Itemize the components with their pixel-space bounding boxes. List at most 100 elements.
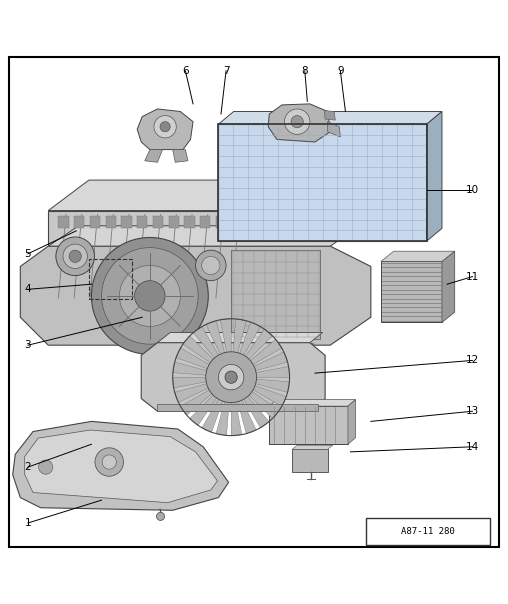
Bar [366, 518, 490, 545]
Text: 2: 2 [24, 462, 31, 472]
Bar [216, 216, 226, 228]
Polygon shape [324, 111, 335, 120]
Circle shape [225, 371, 237, 384]
Circle shape [39, 460, 53, 474]
Text: 7: 7 [223, 66, 230, 76]
Polygon shape [248, 339, 282, 366]
Polygon shape [145, 150, 163, 162]
Bar [74, 216, 84, 228]
Bar [58, 216, 69, 228]
Bar [292, 449, 328, 472]
Bar [263, 342, 274, 349]
Polygon shape [249, 180, 290, 302]
Polygon shape [157, 332, 323, 342]
Polygon shape [442, 251, 455, 323]
Polygon shape [381, 262, 442, 323]
Bar [106, 216, 116, 228]
Circle shape [154, 115, 176, 138]
Circle shape [91, 237, 208, 355]
Polygon shape [253, 379, 290, 393]
Circle shape [156, 512, 165, 521]
Polygon shape [233, 319, 246, 355]
Polygon shape [141, 342, 325, 411]
Circle shape [291, 115, 303, 128]
Circle shape [69, 250, 81, 262]
Bar [231, 249, 320, 339]
Bar [137, 216, 147, 228]
Polygon shape [173, 362, 209, 376]
Text: 1: 1 [24, 518, 31, 528]
Polygon shape [251, 385, 286, 406]
Text: A87-11 280: A87-11 280 [401, 527, 455, 536]
Polygon shape [381, 251, 455, 262]
Text: 4: 4 [24, 284, 31, 294]
Polygon shape [190, 393, 218, 425]
Text: 11: 11 [466, 272, 479, 281]
Bar [121, 216, 132, 228]
Circle shape [102, 455, 116, 469]
Circle shape [206, 352, 257, 403]
Polygon shape [237, 398, 257, 434]
Polygon shape [13, 422, 229, 510]
Polygon shape [183, 336, 215, 364]
Polygon shape [173, 377, 209, 388]
Polygon shape [328, 121, 340, 137]
Bar [269, 406, 348, 444]
Polygon shape [202, 397, 224, 432]
Bar [232, 216, 242, 228]
Polygon shape [48, 226, 361, 246]
Text: 12: 12 [466, 355, 479, 365]
Bar [184, 216, 195, 228]
Polygon shape [292, 445, 333, 449]
Circle shape [135, 281, 165, 311]
Polygon shape [137, 109, 193, 150]
Polygon shape [243, 394, 269, 428]
Polygon shape [157, 403, 318, 411]
Bar [302, 342, 313, 349]
Polygon shape [253, 367, 290, 377]
Bar [282, 342, 294, 349]
Text: 9: 9 [337, 66, 344, 76]
Circle shape [95, 448, 123, 476]
Polygon shape [239, 322, 261, 358]
Circle shape [160, 121, 170, 132]
Text: 13: 13 [466, 406, 479, 416]
Polygon shape [247, 390, 279, 419]
Polygon shape [173, 150, 188, 162]
Polygon shape [48, 180, 290, 211]
Polygon shape [231, 400, 242, 435]
Polygon shape [218, 112, 442, 124]
Circle shape [56, 237, 94, 275]
Polygon shape [216, 399, 229, 435]
Polygon shape [206, 321, 225, 356]
Polygon shape [252, 352, 288, 371]
Polygon shape [176, 348, 211, 370]
Polygon shape [218, 124, 427, 241]
Text: 6: 6 [182, 66, 189, 76]
Bar [200, 216, 210, 228]
Polygon shape [48, 211, 249, 302]
Bar [153, 216, 163, 228]
Polygon shape [269, 399, 356, 406]
Polygon shape [268, 104, 330, 142]
Text: 10: 10 [466, 185, 479, 195]
Circle shape [102, 248, 198, 344]
Text: 5: 5 [24, 249, 31, 259]
Bar [169, 216, 179, 228]
Circle shape [196, 250, 226, 281]
Text: 8: 8 [301, 66, 308, 76]
Text: 14: 14 [466, 442, 479, 452]
Polygon shape [220, 319, 231, 355]
Circle shape [218, 364, 244, 390]
Polygon shape [244, 329, 272, 361]
Circle shape [202, 256, 220, 275]
Text: 3: 3 [24, 340, 31, 350]
Polygon shape [20, 246, 371, 345]
Circle shape [284, 109, 310, 134]
Polygon shape [24, 430, 217, 503]
Polygon shape [427, 112, 442, 241]
Ellipse shape [216, 372, 246, 393]
Bar [244, 342, 255, 349]
Polygon shape [175, 383, 210, 402]
Polygon shape [193, 327, 220, 360]
